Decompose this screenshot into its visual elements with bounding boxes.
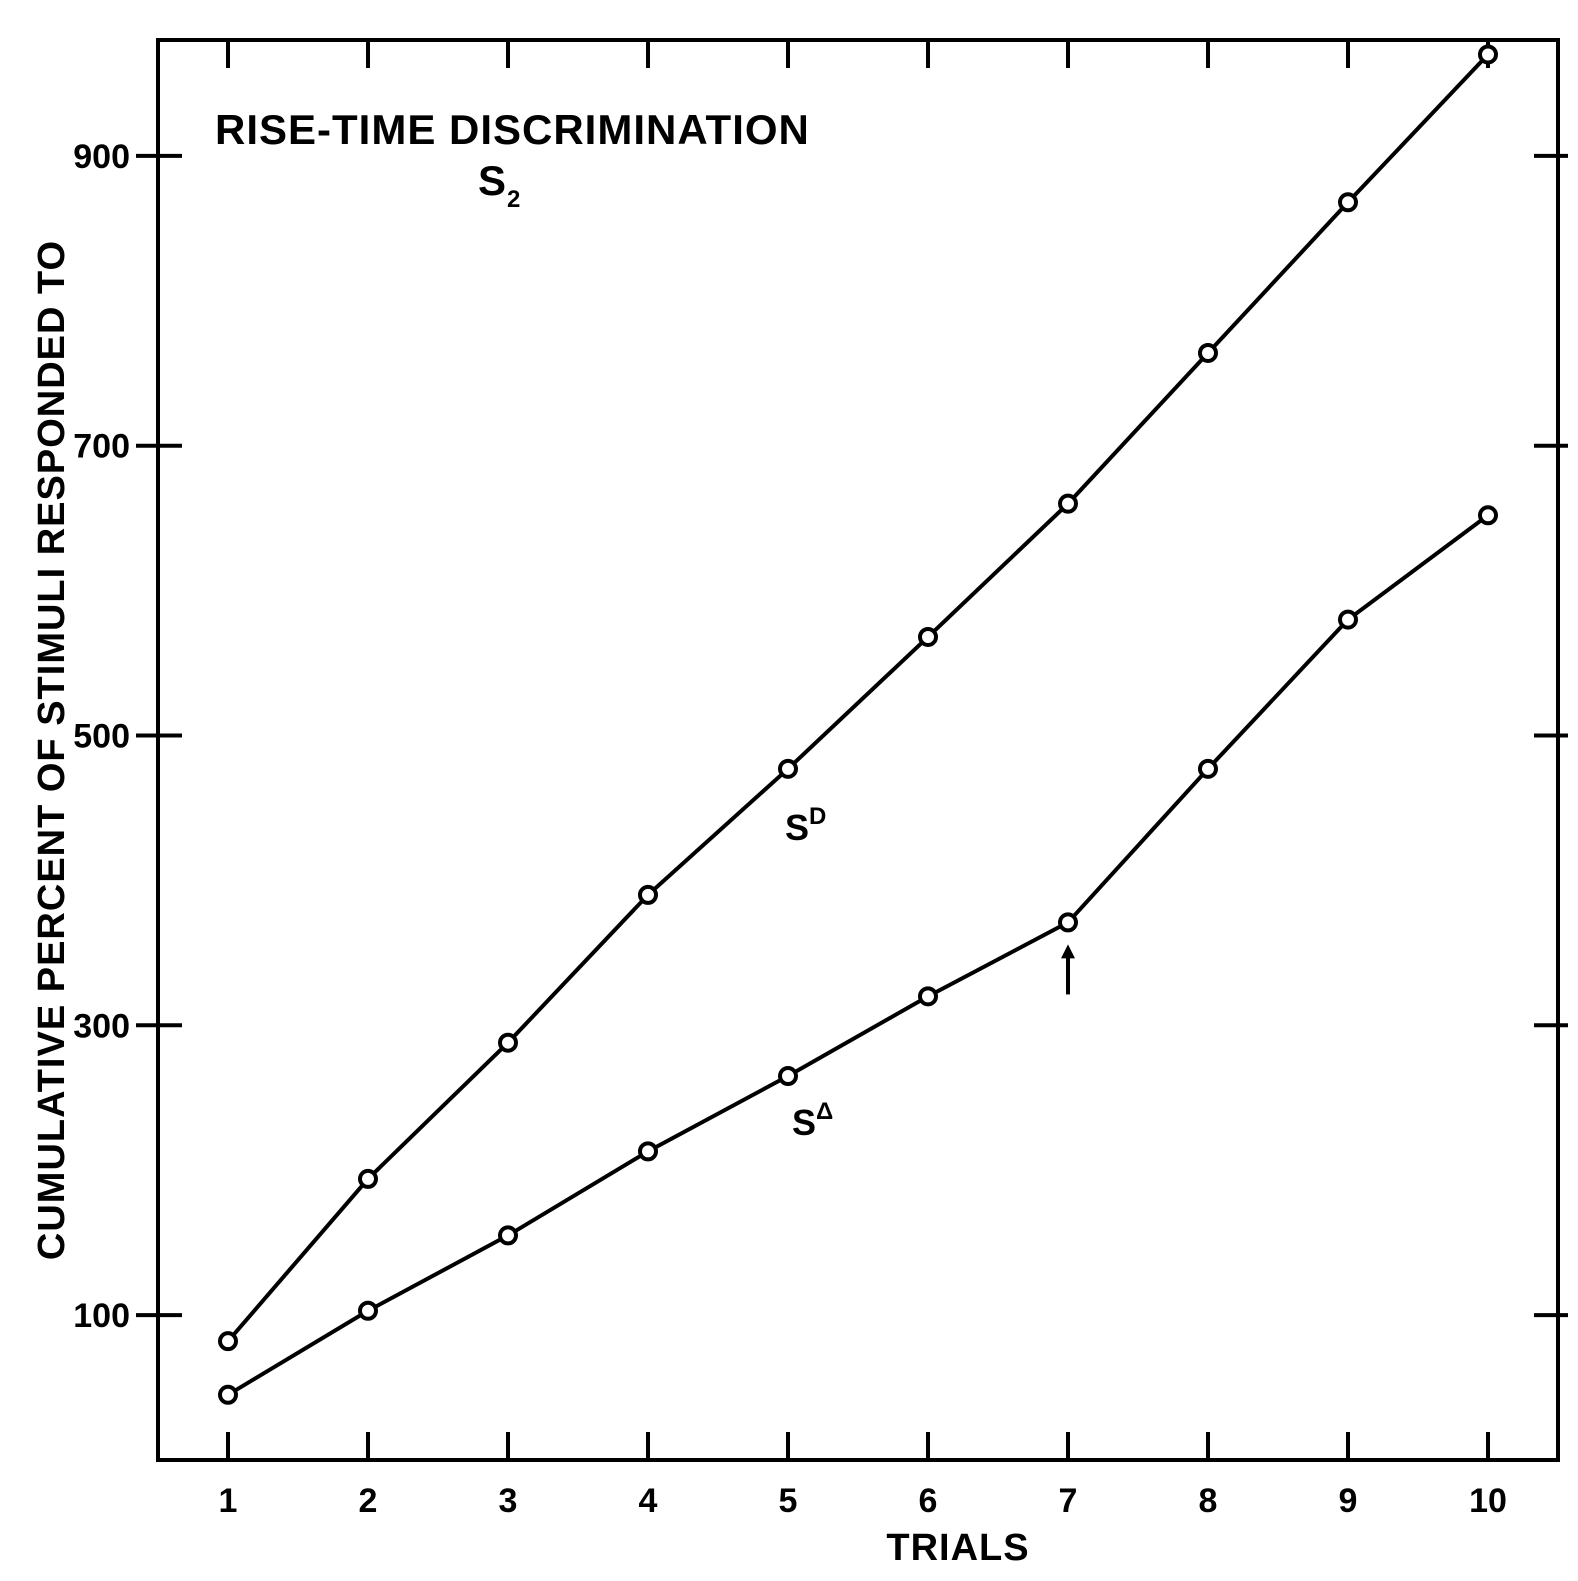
data-point-sd-1 xyxy=(218,1331,238,1352)
series-label-sdelta: SΔ xyxy=(792,1098,833,1143)
data-point-sd-2 xyxy=(358,1168,378,1189)
series-label-sd-sup: D xyxy=(809,803,826,830)
x-tick-label: 4 xyxy=(639,1482,658,1520)
data-point-sdelta-5 xyxy=(778,1066,798,1087)
data-point-sd-9 xyxy=(1338,192,1358,213)
series-line-sd xyxy=(226,53,1490,1343)
y-axis-title: CUMULATIVE PERCENT OF STIMULI RESPONDED … xyxy=(31,240,73,1260)
axis-ticks xyxy=(136,40,1568,1460)
data-point-sd-8 xyxy=(1198,342,1218,363)
data-point-sd-3 xyxy=(498,1032,518,1053)
data-point-sd-6 xyxy=(918,626,938,647)
y-tick-label: 900 xyxy=(73,138,130,176)
x-tick-label: 5 xyxy=(779,1482,798,1520)
series-sd xyxy=(218,44,1498,1352)
data-point-sdelta-9 xyxy=(1338,609,1358,630)
series-line-sdelta xyxy=(226,513,1490,1397)
data-point-sdelta-3 xyxy=(498,1225,518,1246)
y-tick-label: 300 xyxy=(73,1007,130,1045)
data-point-sdelta-1 xyxy=(218,1384,238,1405)
chart-subtitle: S2 xyxy=(478,157,521,213)
x-tick-label: 2 xyxy=(359,1482,378,1520)
x-tick-label: 3 xyxy=(499,1482,518,1520)
series-label-sdelta-sup: Δ xyxy=(816,1098,833,1125)
annotation-arrow-head xyxy=(1061,944,1075,959)
series-label-sdelta-base: S xyxy=(792,1102,816,1143)
data-point-sdelta-6 xyxy=(918,986,938,1007)
chart-subtitle-base: S xyxy=(478,157,507,204)
y-tick-label: 500 xyxy=(73,718,130,756)
x-tick-label: 9 xyxy=(1339,1482,1358,1520)
data-point-sdelta-10 xyxy=(1478,505,1498,526)
x-tick-label: 1 xyxy=(219,1482,238,1520)
series-sdelta xyxy=(218,505,1498,1405)
data-point-sdelta-7 xyxy=(1058,912,1078,933)
chart-title: RISE-TIME DISCRIMINATION xyxy=(215,106,810,153)
data-point-sd-10 xyxy=(1478,44,1498,65)
chart-subtitle-sub: 2 xyxy=(507,186,521,213)
data-point-sdelta-2 xyxy=(358,1300,378,1321)
data-point-sdelta-8 xyxy=(1198,758,1218,779)
x-axis-title: TRIALS xyxy=(886,1527,1029,1569)
data-point-sdelta-4 xyxy=(638,1141,658,1162)
series-label-sd-base: S xyxy=(785,807,809,848)
data-point-sd-4 xyxy=(638,884,658,905)
annotations xyxy=(1061,944,1075,995)
x-tick-label: 8 xyxy=(1199,1482,1218,1520)
x-tick-label: 7 xyxy=(1059,1482,1078,1520)
x-tick-label: 6 xyxy=(919,1482,938,1520)
data-point-sd-7 xyxy=(1058,493,1078,514)
data-point-sd-5 xyxy=(778,758,798,779)
y-tick-label: 700 xyxy=(73,428,130,466)
x-tick-label: 10 xyxy=(1469,1482,1507,1520)
y-tick-label: 100 xyxy=(73,1297,130,1335)
series-label-sd: SD xyxy=(785,803,826,848)
plot-frame xyxy=(156,38,1560,1462)
series-group xyxy=(218,44,1498,1405)
axis-tick-labels: 1 2 3 4 5 6 7 8 9 10 100 300 500 700 900 xyxy=(73,138,1507,1520)
